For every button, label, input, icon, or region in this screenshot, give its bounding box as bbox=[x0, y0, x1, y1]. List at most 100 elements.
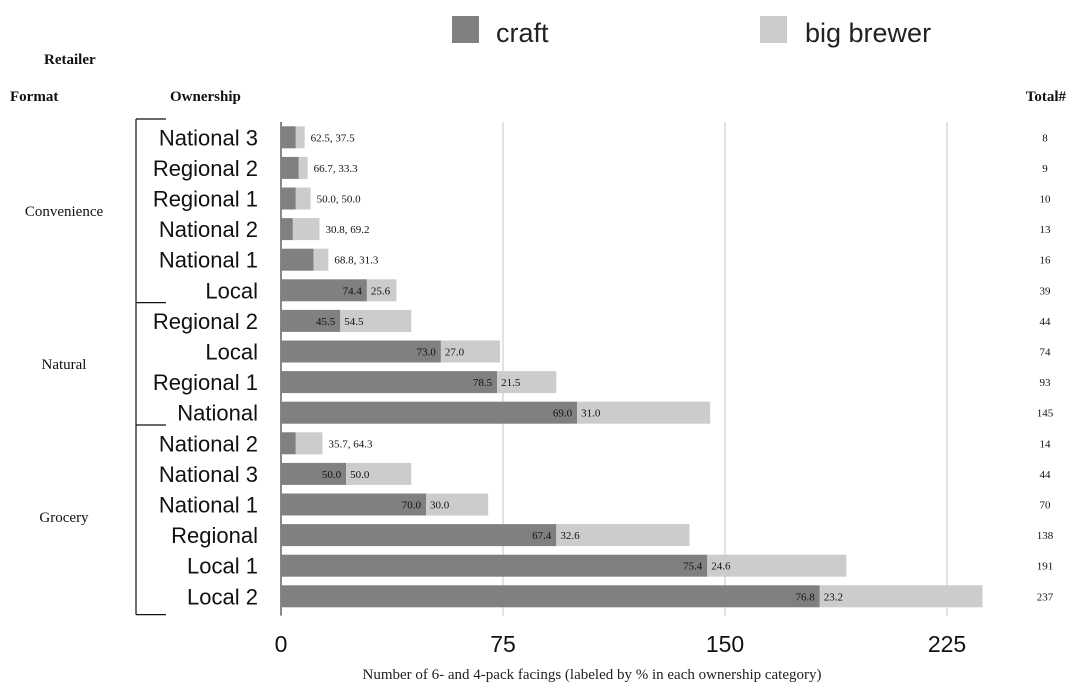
data-label-big-brewer: 31.0 bbox=[581, 408, 601, 420]
data-label-big-brewer: 23.2 bbox=[824, 591, 843, 603]
bar-segment-craft bbox=[281, 309, 341, 332]
x-tick-label: 150 bbox=[706, 631, 744, 657]
header-total: Total# bbox=[1026, 89, 1067, 105]
group-label: Grocery bbox=[39, 510, 89, 526]
total-label: 16 bbox=[1040, 255, 1052, 267]
x-tick-label: 75 bbox=[490, 631, 516, 657]
ownership-label: National 3 bbox=[159, 462, 258, 487]
data-label-pair: 66.7, 33.3 bbox=[314, 163, 359, 175]
data-label-craft: 76.8 bbox=[796, 591, 816, 603]
total-label: 44 bbox=[1040, 316, 1052, 328]
bars bbox=[281, 126, 983, 608]
group-label: Natural bbox=[42, 357, 87, 373]
ownership-label: National 2 bbox=[159, 431, 258, 456]
group-label: Convenience bbox=[25, 204, 104, 220]
data-label-big-brewer: 50.0 bbox=[350, 469, 370, 481]
bar-segment-big-brewer bbox=[819, 585, 983, 608]
header-ownership: Ownership bbox=[170, 89, 241, 105]
legend-label-big-brewer: big brewer bbox=[805, 18, 931, 48]
bar-segment-craft bbox=[281, 524, 557, 547]
data-label-big-brewer: 27.0 bbox=[445, 347, 465, 359]
bar-segment-craft bbox=[281, 279, 367, 302]
bar-segment-big-brewer bbox=[426, 493, 489, 516]
ownership-label: Regional 2 bbox=[153, 309, 258, 334]
bar-segment-craft bbox=[281, 126, 296, 149]
column-headers: Retailer Format Ownership Total# bbox=[10, 52, 1066, 105]
data-label-craft: 69.0 bbox=[553, 408, 573, 420]
bar-segment-big-brewer bbox=[292, 218, 320, 241]
bar-segment-craft bbox=[281, 585, 820, 608]
bar-segment-craft bbox=[281, 340, 441, 363]
ownership-label: National 1 bbox=[159, 493, 258, 518]
total-label: 10 bbox=[1040, 194, 1052, 206]
legend-label-craft: craft bbox=[496, 18, 549, 48]
labels: 0 75 150 225 62.5, 37.5 National 3 8 66.7, 33.3… bbox=[25, 125, 1054, 657]
data-label-big-brewer: 54.5 bbox=[344, 316, 364, 328]
header-format: Format bbox=[10, 89, 58, 105]
bar-segment-craft bbox=[281, 432, 296, 455]
data-label-craft: 78.5 bbox=[473, 377, 493, 389]
total-label: 14 bbox=[1040, 438, 1052, 450]
data-label-big-brewer: 21.5 bbox=[501, 377, 521, 389]
total-label: 145 bbox=[1037, 408, 1054, 420]
total-label: 74 bbox=[1040, 347, 1052, 359]
ownership-label: Regional 2 bbox=[153, 156, 258, 181]
data-label-big-brewer: 24.6 bbox=[711, 561, 731, 573]
bar-segment-big-brewer bbox=[366, 279, 397, 302]
data-label-craft: 67.4 bbox=[532, 530, 552, 542]
data-label-pair: 50.0, 50.0 bbox=[317, 194, 362, 206]
data-label-craft: 70.0 bbox=[402, 500, 422, 512]
bar-segment-big-brewer bbox=[313, 248, 329, 271]
bar-segment-big-brewer bbox=[295, 126, 305, 149]
total-label: 13 bbox=[1040, 224, 1052, 236]
data-label-pair: 62.5, 37.5 bbox=[311, 132, 356, 144]
ownership-label: Regional bbox=[171, 523, 258, 548]
x-tick-label: 225 bbox=[928, 631, 966, 657]
total-label: 237 bbox=[1037, 591, 1054, 603]
bar-segment-big-brewer bbox=[497, 371, 557, 394]
total-label: 93 bbox=[1040, 377, 1052, 389]
ownership-label: National 1 bbox=[159, 248, 258, 273]
total-label: 39 bbox=[1040, 285, 1052, 297]
bar-segment-big-brewer bbox=[556, 524, 690, 547]
ownership-label: Local 2 bbox=[187, 584, 258, 609]
header-retailer: Retailer bbox=[44, 52, 96, 68]
bar-segment-craft bbox=[281, 187, 296, 210]
bar-segment-craft bbox=[281, 156, 299, 179]
ownership-label: Local bbox=[205, 278, 258, 303]
total-label: 9 bbox=[1042, 163, 1048, 175]
data-label-craft: 75.4 bbox=[683, 561, 703, 573]
total-label: 70 bbox=[1040, 500, 1052, 512]
total-label: 191 bbox=[1037, 561, 1054, 573]
data-label-craft: 50.0 bbox=[322, 469, 342, 481]
legend-swatch-big-brewer bbox=[760, 16, 787, 43]
bar-segment-big-brewer bbox=[298, 156, 308, 179]
bar-segment-big-brewer bbox=[440, 340, 501, 363]
ownership-label: Regional 1 bbox=[153, 370, 258, 395]
data-label-big-brewer: 30.0 bbox=[430, 500, 450, 512]
x-tick-label: 0 bbox=[275, 631, 288, 657]
bar-segment-big-brewer bbox=[340, 309, 412, 332]
data-label-craft: 74.4 bbox=[343, 285, 363, 297]
bar-segment-craft bbox=[281, 554, 708, 577]
data-label-pair: 35.7, 64.3 bbox=[328, 438, 373, 450]
data-label-big-brewer: 25.6 bbox=[371, 285, 391, 297]
ownership-label: Local 1 bbox=[187, 554, 258, 579]
total-label: 8 bbox=[1042, 132, 1048, 144]
bar-segment-big-brewer bbox=[707, 554, 847, 577]
data-label-big-brewer: 32.6 bbox=[560, 530, 580, 542]
bar-segment-craft bbox=[281, 401, 578, 424]
ownership-label: Regional 1 bbox=[153, 187, 258, 212]
total-label: 138 bbox=[1037, 530, 1054, 542]
ownership-label: National 3 bbox=[159, 125, 258, 150]
data-label-pair: 30.8, 69.2 bbox=[325, 224, 369, 236]
bar-segment-craft bbox=[281, 218, 293, 241]
data-label-pair: 68.8, 31.3 bbox=[334, 255, 379, 267]
legend: craft big brewer bbox=[452, 16, 931, 48]
total-label: 44 bbox=[1040, 469, 1052, 481]
bar-segment-big-brewer bbox=[577, 401, 711, 424]
group-brackets bbox=[135, 118, 166, 616]
legend-swatch-craft bbox=[452, 16, 479, 43]
data-label-craft: 73.0 bbox=[417, 347, 437, 359]
